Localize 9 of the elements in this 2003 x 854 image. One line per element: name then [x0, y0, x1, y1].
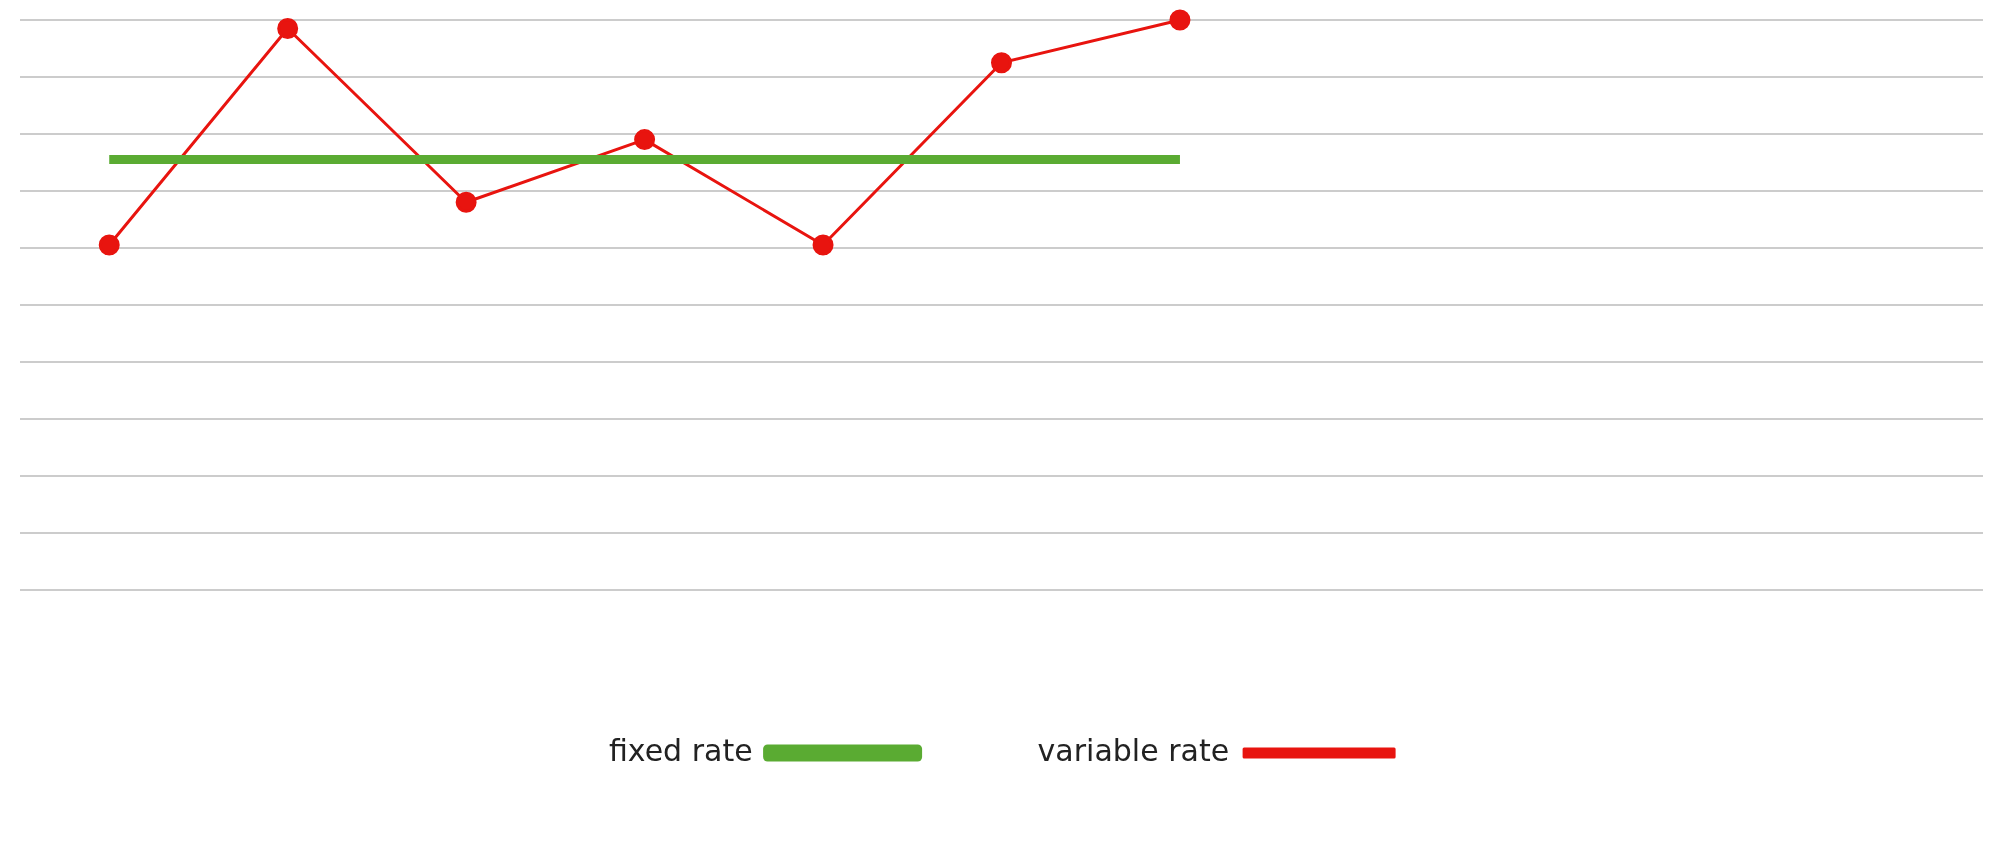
point: [1169, 9, 1191, 31]
point: [98, 234, 120, 256]
point: [812, 234, 834, 256]
point: [634, 129, 656, 151]
point: [991, 52, 1012, 74]
point: [277, 18, 299, 40]
point: [455, 191, 477, 213]
legend-label: fixed rate: [608, 732, 753, 768]
legend-label: variable rate: [1037, 732, 1230, 768]
